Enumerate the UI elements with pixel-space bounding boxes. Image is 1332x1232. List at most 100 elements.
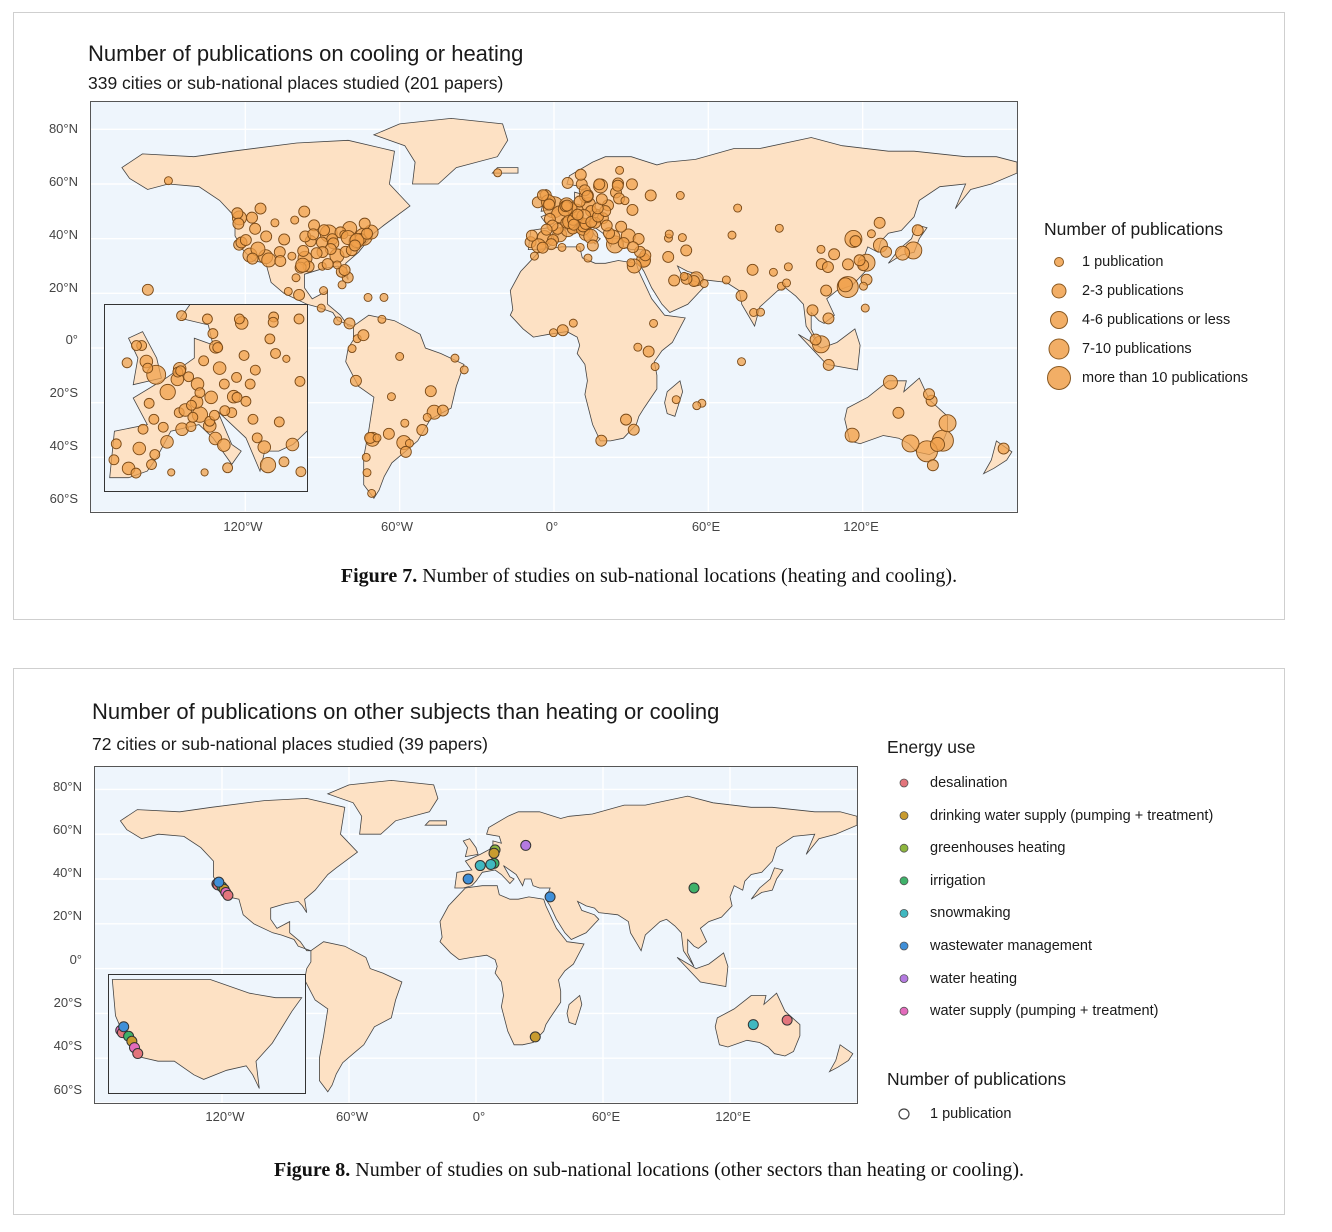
publication-point	[774, 223, 784, 233]
publication-point	[246, 252, 259, 265]
publication-point	[239, 234, 252, 246]
publication-point	[632, 232, 645, 245]
energy-use-point	[222, 889, 234, 901]
publication-point	[290, 215, 300, 225]
publication-point	[250, 241, 266, 257]
map-panel	[94, 766, 858, 1104]
y-tick-label: 80°N	[48, 121, 78, 136]
publication-point	[611, 179, 624, 192]
publication-point	[820, 284, 833, 297]
legend-label: desalination	[930, 775, 1008, 791]
publication-point	[307, 228, 320, 241]
legend-label: greenhouses heating	[930, 840, 1066, 856]
x-tick-label: 120°E	[843, 519, 879, 534]
usa-inset-svg	[111, 979, 303, 1089]
publication-point	[377, 314, 387, 324]
inset-publication-point	[121, 357, 133, 369]
inset-publication-point	[198, 355, 210, 367]
publication-point	[400, 418, 410, 428]
inset-publication-point	[222, 462, 234, 474]
publication-point	[422, 412, 432, 422]
publication-point	[938, 414, 957, 433]
caption-label: Figure 8.	[273, 1159, 351, 1181]
publication-point	[721, 275, 731, 285]
publication-point	[318, 224, 330, 237]
y-tick-label: 40°N	[52, 865, 82, 880]
publication-point	[782, 278, 791, 288]
publication-point	[338, 264, 351, 277]
legend-key-wastewater-management	[899, 941, 909, 951]
inset-publication-point	[240, 395, 252, 407]
publication-point	[319, 286, 328, 296]
legend-key-water-heating	[899, 974, 909, 984]
x-tick-label: 120°W	[223, 519, 263, 534]
inset-publication-point	[259, 456, 277, 474]
y-tick-label: 60°S	[53, 1082, 82, 1097]
inset-publication-point	[257, 440, 272, 454]
inset-publication-point	[294, 375, 306, 387]
publication-point	[343, 317, 356, 330]
publication-point	[644, 189, 657, 202]
inset-publication-point	[251, 432, 263, 444]
legend-label: wastewater management	[930, 938, 1092, 954]
legend-key-5	[1047, 366, 1071, 390]
publication-point	[853, 254, 866, 267]
inset-publication-point	[175, 365, 187, 377]
publication-point	[536, 241, 549, 254]
publication-point	[567, 218, 580, 231]
publication-point	[627, 423, 640, 436]
publication-point	[680, 244, 693, 257]
energy-use-point	[781, 1014, 793, 1026]
figure-8: Number of publications on other subjects…	[13, 668, 1285, 1215]
y-tick-label: 20°N	[52, 908, 82, 923]
inset-publication-point	[233, 313, 245, 325]
inset-publication-point	[146, 459, 157, 470]
energy-use-point	[474, 860, 486, 872]
publication-point	[367, 488, 377, 498]
publication-point	[372, 433, 382, 443]
landmass-borneo-sumatra	[676, 952, 729, 987]
publication-point	[746, 263, 759, 276]
x-tick-label: 60°W	[381, 519, 413, 534]
x-tick-label: 120°W	[205, 1109, 245, 1124]
figure-caption: Figure 7. Number of studies on sub-natio…	[14, 565, 1284, 588]
publication-point	[615, 165, 625, 175]
legend-key-1	[1054, 257, 1064, 267]
inset-publication-point	[202, 313, 213, 325]
publication-point	[543, 198, 556, 211]
y-tick-label: 0°	[69, 952, 82, 967]
publication-point	[626, 258, 636, 268]
publication-point	[882, 374, 898, 390]
publication-point	[382, 427, 395, 440]
publication-point	[363, 292, 373, 302]
legend-label: snowmaking	[930, 905, 1011, 921]
publication-point	[293, 289, 306, 301]
inset-publication-point	[212, 342, 224, 353]
legend-size-keys	[1047, 257, 1071, 390]
legend-label: water heating	[930, 971, 1018, 987]
legend-key-irrigation	[899, 876, 909, 886]
chart-title: Number of publications on other subjects…	[92, 699, 720, 724]
publication-point	[806, 304, 819, 317]
publication-point	[837, 277, 853, 293]
caption-text: Number of studies on sub-national locati…	[350, 1159, 1025, 1181]
publication-point	[581, 190, 594, 202]
inset-publication-point	[200, 468, 209, 477]
publication-point	[274, 255, 287, 268]
publication-point	[278, 233, 291, 246]
publication-point	[600, 219, 613, 232]
publication-point	[270, 218, 280, 228]
energy-use-point	[488, 847, 500, 859]
publication-point	[733, 203, 743, 213]
publication-point	[416, 424, 429, 436]
landmass-iceland	[424, 820, 447, 826]
publication-point	[860, 303, 870, 313]
publication-point	[620, 196, 630, 206]
x-tick-label: 0°	[545, 519, 559, 534]
world-map	[95, 767, 857, 1103]
publication-point	[530, 251, 539, 261]
publication-point	[873, 216, 886, 229]
inset-publication-point	[149, 449, 161, 460]
legend-key-4	[1048, 338, 1070, 360]
publication-point	[349, 374, 362, 387]
